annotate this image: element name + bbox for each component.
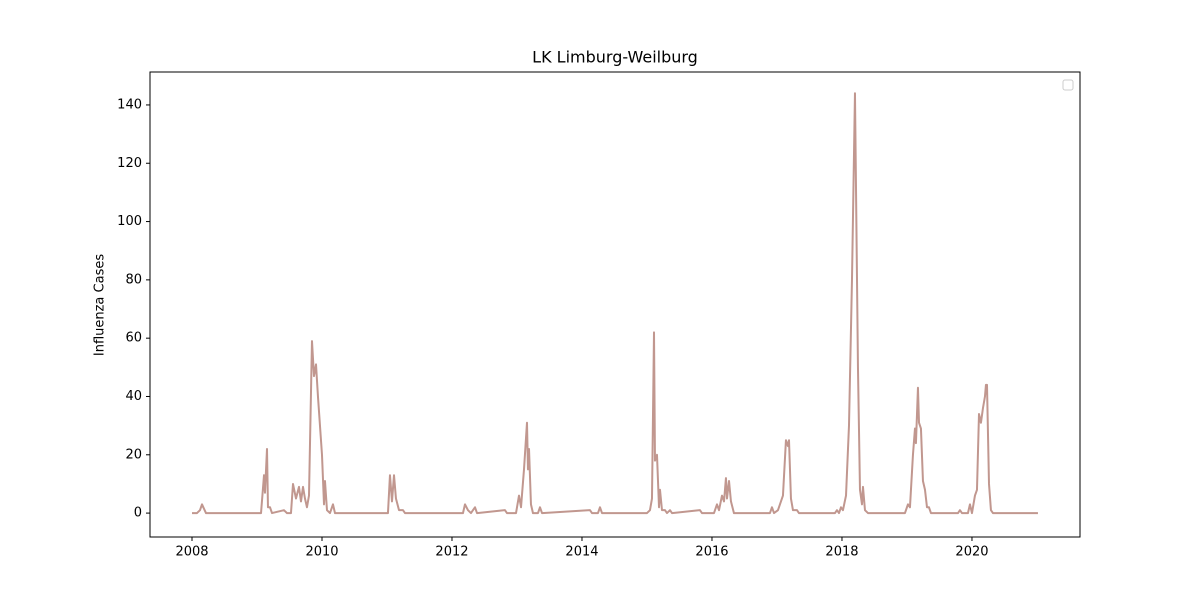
y-tick-label: 100 [117,214,142,229]
y-tick-label: 60 [125,331,142,346]
chart-title: LK Limburg-Weilburg [532,48,698,67]
y-tick-label: 0 [134,506,142,521]
legend-box [1062,79,1074,91]
plot-frame [149,71,1081,538]
x-tick-label: 2014 [565,545,598,560]
y-tick-label: 80 [125,272,142,287]
x-tick-label: 2020 [955,545,988,560]
y-tick-label: 20 [125,447,142,462]
y-tick-label: 40 [125,389,142,404]
x-tick-label: 2008 [175,545,208,560]
x-tick-label: 2010 [305,545,338,560]
x-tick-label: 2012 [435,545,468,560]
y-axis-label: Influenza Cases [93,254,108,356]
x-tick-label: 2016 [695,545,728,560]
x-tick-label: 2018 [825,545,858,560]
y-tick-label: 140 [117,97,142,112]
y-tick-label: 120 [117,156,142,171]
line-series [191,92,1038,515]
